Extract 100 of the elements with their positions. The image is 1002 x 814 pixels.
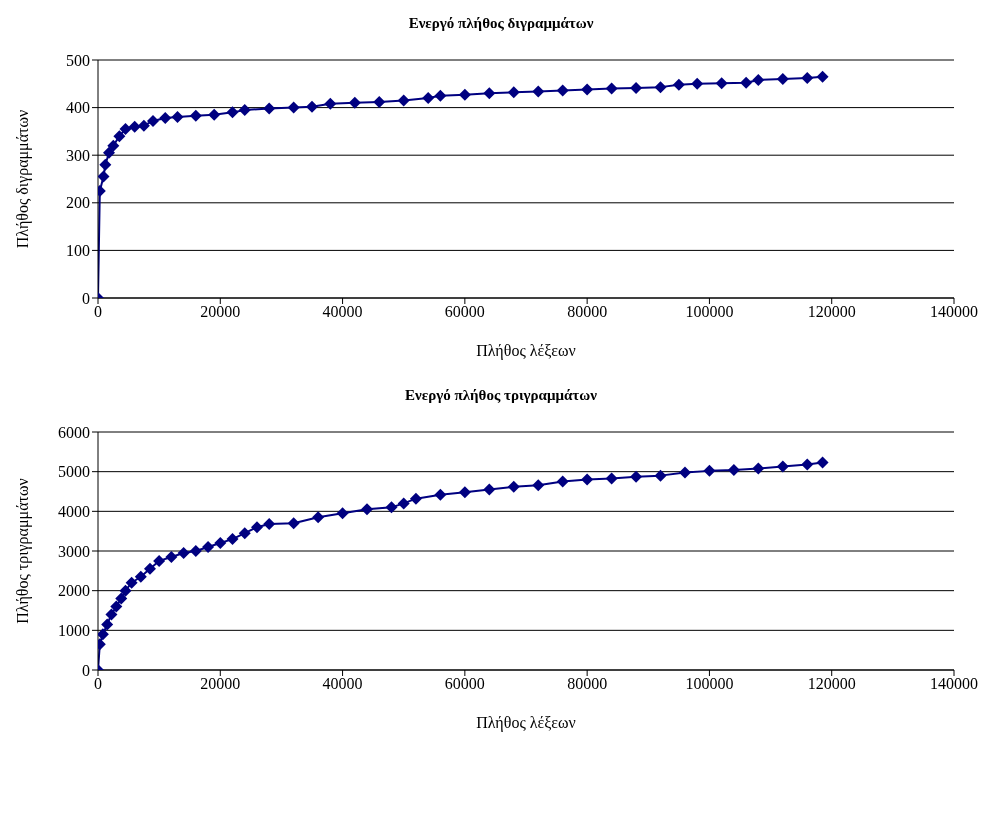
- point: [397, 94, 410, 107]
- point: [458, 486, 471, 499]
- point: [336, 507, 349, 520]
- point: [98, 170, 110, 183]
- point: [556, 475, 569, 488]
- point: [189, 545, 202, 557]
- x-tick-label: 80000: [567, 675, 608, 693]
- point: [159, 112, 172, 125]
- x-tick-label: 40000: [322, 675, 363, 693]
- y-tick-label: 2000: [58, 582, 90, 600]
- point: [134, 570, 147, 583]
- y-tick-label: 5000: [58, 463, 90, 481]
- point: [171, 111, 184, 124]
- point: [105, 608, 118, 621]
- point: [556, 84, 569, 97]
- x-tick-label: 80000: [567, 303, 608, 321]
- chart-title: Ενεργό πλήθος διγραμμάτων: [407, 14, 595, 33]
- y-tick-label: 300: [66, 146, 90, 164]
- y-tick-label: 200: [66, 194, 90, 212]
- point: [776, 460, 789, 473]
- point: [385, 501, 398, 514]
- point: [263, 102, 276, 115]
- point: [226, 533, 239, 546]
- point: [397, 497, 410, 510]
- point: [654, 469, 667, 482]
- y-tick-label: 6000: [58, 423, 90, 441]
- point: [752, 462, 765, 475]
- point: [119, 584, 132, 597]
- point: [324, 97, 337, 110]
- point: [238, 527, 251, 540]
- point: [110, 600, 123, 613]
- point: [654, 81, 667, 94]
- point: [361, 503, 374, 516]
- point: [348, 96, 361, 109]
- point: [189, 109, 202, 122]
- point: [532, 85, 545, 98]
- point: [99, 158, 112, 171]
- y-tick-label: 500: [66, 51, 90, 69]
- x-tick-label: 60000: [444, 675, 485, 693]
- point: [678, 466, 691, 479]
- x-tick-label: 60000: [444, 303, 485, 321]
- point: [691, 77, 704, 90]
- point: [373, 95, 386, 108]
- point: [287, 101, 300, 114]
- point: [177, 546, 190, 559]
- point: [605, 82, 618, 95]
- x-tick-label: 0: [94, 675, 102, 693]
- point: [147, 114, 160, 127]
- point: [672, 78, 685, 91]
- point: [630, 470, 643, 483]
- x-tick-label: 0: [94, 303, 102, 321]
- point: [483, 87, 496, 100]
- x-tick-label: 100000: [685, 675, 734, 693]
- x-tick-label: 40000: [322, 303, 363, 321]
- y-tick-label: 100: [66, 242, 90, 260]
- point: [434, 89, 447, 102]
- point: [312, 511, 325, 524]
- x-tick-label: 120000: [807, 675, 856, 693]
- point: [740, 76, 753, 89]
- point: [703, 464, 716, 477]
- point: [137, 119, 150, 132]
- x-axis-title: Πλήθος λέξεων: [476, 342, 576, 360]
- point: [208, 108, 221, 121]
- point: [125, 576, 138, 589]
- point: [801, 72, 814, 85]
- y-axis-title: Πλήθος τριγραμμάτων: [13, 478, 32, 624]
- point: [287, 517, 300, 530]
- point: [816, 70, 829, 83]
- chart-title: Ενεργό πλήθος τριγραμμάτων: [404, 386, 598, 405]
- point: [630, 82, 643, 95]
- x-tick-label: 140000: [930, 303, 978, 321]
- point: [119, 123, 132, 136]
- y-tick-label: 0: [82, 289, 90, 307]
- point: [153, 554, 166, 567]
- point: [113, 130, 126, 143]
- y-tick-label: 400: [66, 99, 90, 117]
- point: [202, 541, 215, 554]
- point: [581, 473, 594, 486]
- point: [507, 86, 520, 99]
- y-tick-label: 4000: [58, 503, 90, 521]
- y-tick-label: 1000: [58, 622, 90, 640]
- x-tick-label: 20000: [200, 675, 241, 693]
- point: [214, 537, 227, 550]
- point: [165, 550, 178, 563]
- y-tick-label: 3000: [58, 542, 90, 560]
- point: [752, 73, 765, 86]
- x-tick-label: 20000: [200, 303, 241, 321]
- x-tick-label: 120000: [807, 303, 856, 321]
- y-axis-title: Πλήθος διγραμμάτων: [13, 109, 32, 249]
- point: [816, 456, 829, 469]
- point: [483, 483, 496, 496]
- point: [801, 458, 814, 471]
- point: [115, 592, 128, 605]
- point: [605, 472, 618, 485]
- point: [581, 83, 594, 96]
- point: [103, 146, 116, 159]
- point: [98, 628, 109, 641]
- point: [434, 488, 447, 501]
- point: [128, 120, 141, 133]
- point: [238, 103, 251, 116]
